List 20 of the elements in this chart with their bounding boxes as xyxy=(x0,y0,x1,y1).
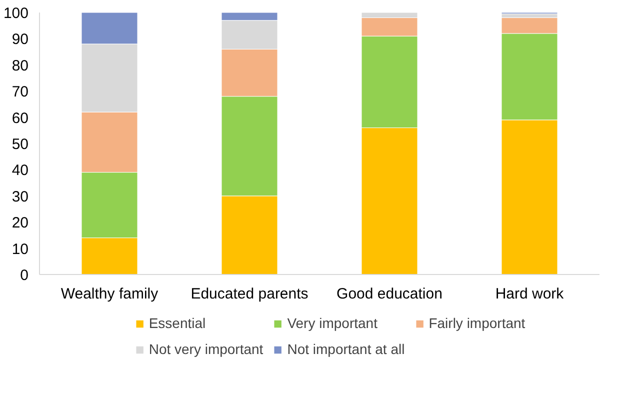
y-tick-label: 80 xyxy=(12,57,29,74)
y-tick-label: 40 xyxy=(12,162,29,180)
y-tick-label: 100 xyxy=(3,5,29,22)
legend-label: Not important at all xyxy=(287,341,405,357)
legend-label: Not very important xyxy=(148,341,264,357)
x-tick-label: Hard work xyxy=(495,286,564,302)
x-tick-label: Good education xyxy=(336,286,442,302)
x-tick-label: Wealthy family xyxy=(60,286,159,302)
y-tick-label: 0 xyxy=(20,267,28,284)
y-tick-label: 50 xyxy=(12,136,29,153)
y-tick-label: 20 xyxy=(12,214,29,232)
y-tick-label: 10 xyxy=(12,240,29,258)
legend-label: Fairly important xyxy=(428,315,526,331)
y-tick-label: 90 xyxy=(12,31,29,48)
x-tick-label: Educated parents xyxy=(190,286,308,302)
y-tick-label: 60 xyxy=(12,110,29,127)
legend-label: Very important xyxy=(287,315,378,331)
legend-label: Essential xyxy=(148,315,206,331)
y-tick-label: 30 xyxy=(12,188,29,206)
y-tick-label: 70 xyxy=(12,84,29,101)
